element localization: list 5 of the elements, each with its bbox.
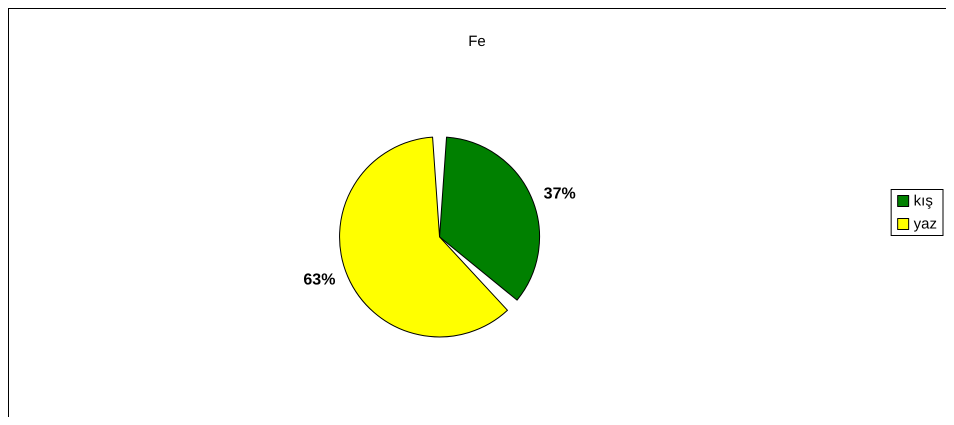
data-label: 37% xyxy=(544,186,576,203)
legend-label: kış xyxy=(914,192,933,210)
data-label: 63% xyxy=(303,271,336,288)
chart-title: Fe xyxy=(468,33,486,50)
legend-label: yaz xyxy=(914,216,937,232)
